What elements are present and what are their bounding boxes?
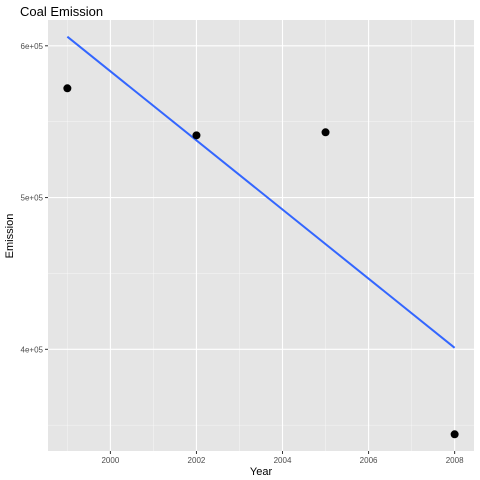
data-point <box>63 84 72 93</box>
chart-title: Coal Emission <box>20 4 103 19</box>
x-axis-title: Year <box>250 466 273 478</box>
x-tick-label: 2002 <box>188 456 206 465</box>
y-tick-label: 5e+05 <box>21 194 44 203</box>
trend-line <box>66 35 456 349</box>
y-axis: 4e+05 5e+05 6e+05 <box>21 42 48 354</box>
x-tick-label: 2000 <box>101 456 119 465</box>
data-point <box>450 430 459 439</box>
x-axis: 2000 2002 2004 2006 2008 <box>101 451 464 465</box>
y-tick-label: 4e+05 <box>21 345 44 354</box>
plot-panel <box>48 20 474 451</box>
x-tick-label: 2006 <box>360 456 378 465</box>
y-tick-label: 6e+05 <box>21 42 44 51</box>
x-tick-label: 2008 <box>446 456 464 465</box>
major-gridlines <box>48 20 474 451</box>
data-point <box>192 131 201 140</box>
x-tick-label: 2004 <box>274 456 292 465</box>
data-point <box>321 128 330 137</box>
minor-gridlines <box>48 20 474 451</box>
data-series <box>63 35 459 439</box>
y-axis-title: Emission <box>4 214 16 259</box>
